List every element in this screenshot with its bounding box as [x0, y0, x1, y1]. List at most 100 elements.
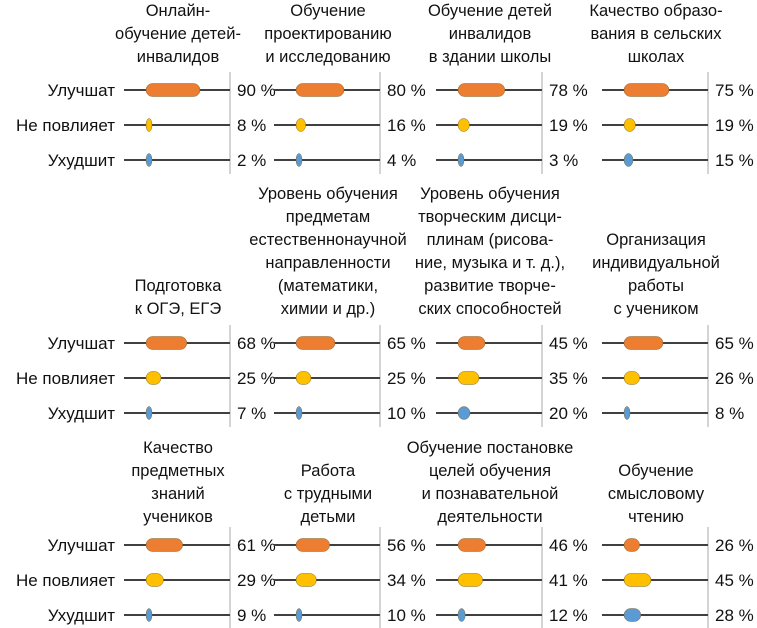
bar	[457, 538, 486, 552]
data-label: 20 %	[549, 404, 588, 423]
bar	[145, 608, 153, 622]
data-label: 29 %	[237, 571, 276, 590]
data-label: 10 %	[387, 404, 426, 423]
data-label: 41 %	[549, 571, 588, 590]
data-label: 19 %	[549, 116, 588, 135]
bar	[623, 538, 640, 552]
bar	[457, 371, 480, 385]
panel-title-line: ние, музыка и т. д.),	[415, 254, 565, 272]
panel-title-line: учеников	[143, 508, 213, 526]
bar	[295, 153, 303, 167]
data-label: 3 %	[549, 151, 578, 170]
bar	[457, 608, 466, 622]
panel-title-line: Организация	[606, 231, 706, 249]
data-label: 10 %	[387, 606, 426, 625]
bar	[295, 538, 330, 552]
data-label: 8 %	[715, 404, 744, 423]
row-label-3: Ухудшит	[48, 606, 116, 625]
row-label-2: Не повлияет	[16, 571, 115, 590]
data-label: 16 %	[387, 116, 426, 135]
panel-title-line: смысловому	[608, 485, 705, 503]
panel-title-line: инвалидов	[137, 48, 220, 66]
data-label: 28 %	[715, 606, 754, 625]
panel-title-line: ских способностей	[418, 300, 561, 318]
bar	[295, 573, 317, 587]
bar	[457, 406, 471, 420]
bar	[145, 406, 153, 420]
bar	[295, 83, 345, 97]
panel-title-line: Онлайн-	[146, 2, 211, 20]
panel-title-line: к ОГЭ, ЕГЭ	[135, 300, 222, 318]
data-label: 68 %	[237, 334, 276, 353]
data-label: 61 %	[237, 536, 276, 555]
data-label: 78 %	[549, 81, 588, 100]
data-label: 46 %	[549, 536, 588, 555]
data-label: 65 %	[715, 334, 754, 353]
data-label: 19 %	[715, 116, 754, 135]
panel-title-line: и познавательной	[422, 485, 559, 503]
bar	[145, 153, 153, 167]
data-label: 75 %	[715, 81, 754, 100]
bar	[457, 118, 470, 132]
bar	[623, 406, 631, 420]
panel-title-line: развитие творче-	[424, 277, 556, 295]
panel-title-line: в здании школы	[429, 48, 551, 66]
panel-title-line: естественнонаучной	[249, 231, 406, 249]
row-label-1: Улучшат	[48, 334, 116, 353]
panel-title-line: деятельности	[437, 508, 542, 526]
bar	[145, 118, 153, 132]
data-label: 56 %	[387, 536, 426, 555]
panel-title-line: плинам (рисова-	[427, 231, 554, 249]
panel-title-line: Качество	[143, 439, 213, 457]
bar	[145, 336, 188, 350]
row-label-1: Улучшат	[48, 536, 116, 555]
panel-title-line: Уровень обучения	[258, 185, 398, 203]
data-label: 26 %	[715, 369, 754, 388]
row-label-2: Не повлияет	[16, 116, 115, 135]
panel-title-line: и исследованию	[265, 48, 390, 66]
panel-title-line: Обучение	[618, 462, 693, 480]
data-label: 65 %	[387, 334, 426, 353]
data-label: 15 %	[715, 151, 754, 170]
row-label-1: Улучшат	[48, 81, 116, 100]
bar	[145, 83, 201, 97]
bar	[623, 336, 664, 350]
panel-title-line: с трудными	[284, 485, 372, 503]
panel-title-line: вания в сельских	[591, 25, 723, 43]
panel-title-line: индивидуальной	[592, 254, 720, 272]
data-label: 34 %	[387, 571, 426, 590]
panel-title-line: Обучение	[290, 2, 365, 20]
panel-title-line: обучение детей-	[115, 25, 241, 43]
bar	[295, 118, 306, 132]
data-label: 12 %	[549, 606, 588, 625]
data-label: 4 %	[387, 151, 416, 170]
data-label: 45 %	[715, 571, 754, 590]
data-label: 8 %	[237, 116, 266, 135]
bar	[145, 371, 162, 385]
panel-title-line: детьми	[301, 508, 356, 526]
panel-title-line: инвалидов	[449, 25, 532, 43]
panel-title-line: Подготовка	[135, 277, 223, 295]
data-label: 26 %	[715, 536, 754, 555]
bar	[623, 371, 640, 385]
bar	[145, 538, 183, 552]
bar	[623, 153, 634, 167]
panel-title-line: творческим дисци-	[418, 208, 562, 226]
panel-title-line: знаний	[151, 485, 204, 503]
panel-title-line: с учеником	[613, 300, 698, 318]
bar	[623, 608, 642, 622]
data-label: 7 %	[237, 404, 266, 423]
panel-title-line: Работа	[301, 462, 356, 480]
data-label: 9 %	[237, 606, 266, 625]
panel-title-line: чтению	[628, 508, 684, 526]
bar	[623, 118, 636, 132]
panel-title-line: Качество образо-	[589, 2, 722, 20]
row-label-3: Ухудшит	[48, 404, 116, 423]
data-label: 25 %	[387, 369, 426, 388]
panel-title-line: школах	[628, 48, 685, 66]
panel-title-line: проектированию	[264, 25, 391, 43]
panel-title-line: предметных	[131, 462, 225, 480]
data-label: 90 %	[237, 81, 276, 100]
panel-title-line: направленности	[265, 254, 390, 272]
